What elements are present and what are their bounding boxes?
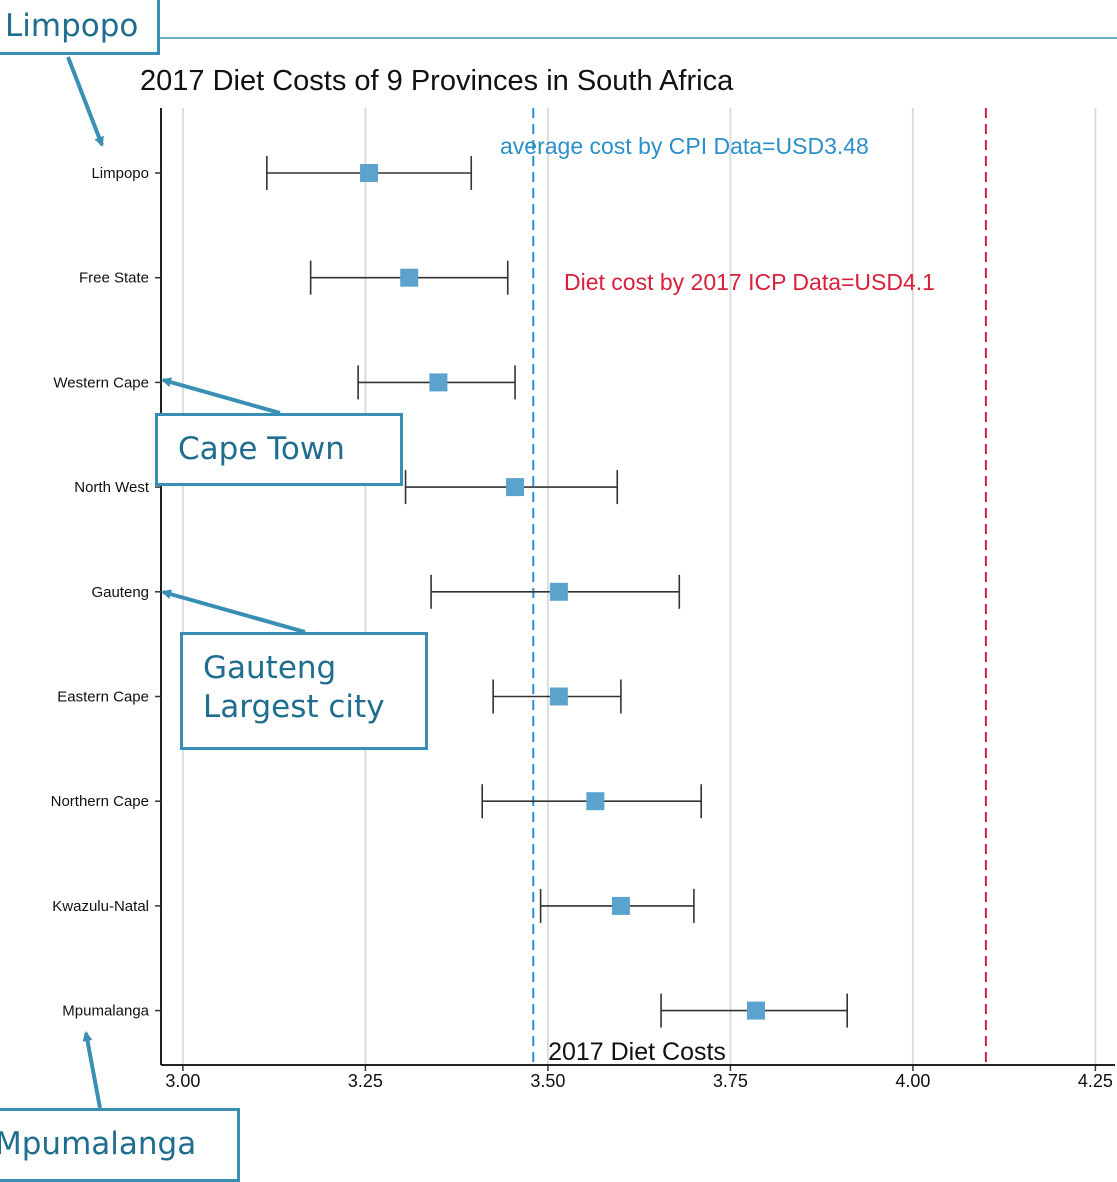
y-tick-label: Gauteng — [91, 584, 149, 601]
axes: 3.00 3.25 3.50 3.75 4.00 4.25 Limpopo Free Stat… — [51, 108, 1115, 1091]
callout-limpopo: Limpopo — [0, 0, 160, 55]
reference-lines: average cost by CPI Data=USD3.48 Diet cos… — [500, 108, 987, 1065]
y-tick-label: Limpopo — [91, 165, 149, 182]
point-marker — [400, 268, 419, 287]
point-marker — [549, 582, 568, 601]
x-tick-label: 4.00 — [895, 1071, 930, 1091]
x-axis-label: 2017 Diet Costs — [548, 1038, 726, 1066]
reference-line-label: Diet cost by 2017 ICP Data=USD4.1 — [564, 269, 935, 295]
callout-gauteng: Gauteng Largest city — [180, 632, 428, 750]
point-marker — [360, 164, 379, 182]
callout-arrow — [161, 589, 306, 634]
y-tick-label: Eastern Cape — [57, 689, 149, 706]
y-tick-label: Kwazulu-Natal — [52, 898, 149, 915]
x-tick-label: 3.00 — [165, 1071, 200, 1091]
chart-title: 2017 Diet Costs of 9 Provinces in South … — [140, 65, 734, 97]
x-tick-label: 4.25 — [1078, 1071, 1113, 1091]
x-tick-label: 3.50 — [530, 1071, 565, 1091]
point-marker — [506, 478, 525, 497]
x-tick-label: 3.25 — [348, 1071, 383, 1091]
callout-arrow — [66, 56, 104, 147]
callout-arrow — [161, 377, 281, 415]
point-marker — [429, 373, 448, 392]
callout-arrow — [82, 1031, 102, 1109]
y-tick-label: Northern Cape — [51, 793, 149, 810]
callout-arrows — [66, 56, 306, 1109]
reference-line-label: average cost by CPI Data=USD3.48 — [500, 133, 869, 159]
point-marker — [746, 1001, 765, 1020]
x-tick-label: 3.75 — [713, 1071, 748, 1091]
point-marker — [611, 896, 630, 915]
callout-cape-town: Cape Town — [155, 413, 403, 486]
point-marker — [586, 792, 605, 811]
point-marker — [549, 687, 568, 706]
y-tick-label: Western Cape — [53, 374, 149, 391]
y-tick-label: Free State — [79, 270, 149, 287]
error-bar-marks — [266, 156, 849, 1028]
y-tick-label: Mpumalanga — [62, 1003, 149, 1020]
y-tick-label: North West — [74, 479, 150, 496]
gridlines — [181, 108, 1097, 1065]
callout-mpumalanga: Mpumalanga — [0, 1108, 240, 1182]
